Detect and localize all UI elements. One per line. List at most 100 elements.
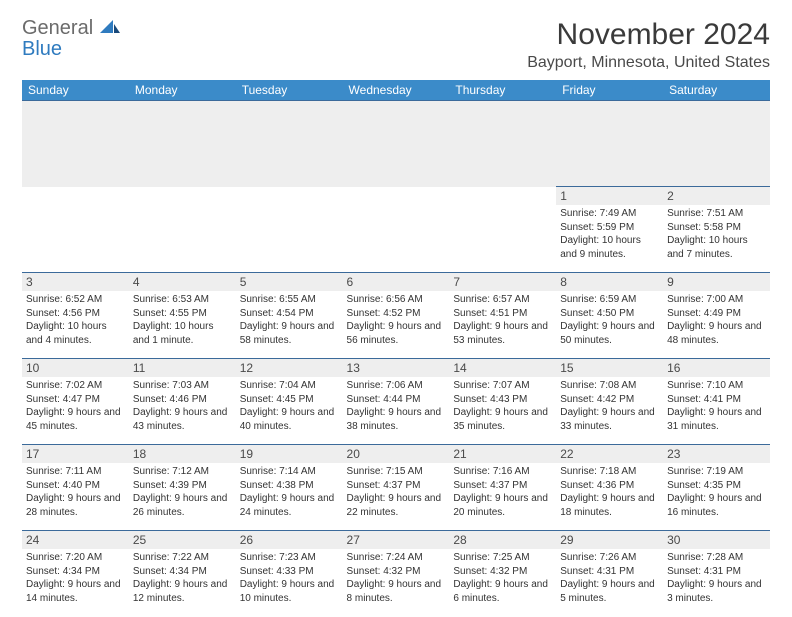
calendar-cell: 16 Sunrise: 7:10 AMSunset: 4:41 PMDayligh… bbox=[663, 359, 770, 445]
sunrise-text: Sunrise: 7:00 AM bbox=[667, 293, 766, 307]
calendar-cell: 22Sunrise: 7:18 AMSunset: 4:36 PMDayligh… bbox=[556, 445, 663, 531]
calendar-row: 1Sunrise: 7:49 AMSunset: 5:59 PMDaylight… bbox=[22, 187, 770, 273]
sunset-text: Sunset: 4:31 PM bbox=[667, 565, 766, 579]
brand-word1: General bbox=[22, 17, 93, 39]
sunset-text: Sunset: 4:39 PM bbox=[133, 479, 232, 493]
sunset-text: Sunset: 4:50 PM bbox=[560, 307, 659, 321]
sunrise-text: Sunrise: 7:10 AM bbox=[667, 379, 766, 393]
sunrise-text: Sunrise: 7:15 AM bbox=[347, 465, 446, 479]
calendar-cell: 7Sunrise: 6:57 AMSunset: 4:51 PMDaylight… bbox=[449, 273, 556, 359]
daylight-text: Daylight: 9 hours and 22 minutes. bbox=[347, 492, 446, 519]
sunrise-text: Sunrise: 7:14 AM bbox=[240, 465, 339, 479]
calendar-cell: 8Sunrise: 6:59 AMSunset: 4:50 PMDaylight… bbox=[556, 273, 663, 359]
sunset-text: Sunset: 4:42 PM bbox=[560, 393, 659, 407]
weekday-header: Sunday bbox=[22, 80, 129, 101]
daylight-text: Daylight: 9 hours and 53 minutes. bbox=[453, 320, 552, 347]
spacer-row bbox=[22, 101, 770, 187]
sunset-text: Sunset: 4:55 PM bbox=[133, 307, 232, 321]
daylight-text: Daylight: 10 hours and 7 minutes. bbox=[667, 234, 766, 261]
sunset-text: Sunset: 4:52 PM bbox=[347, 307, 446, 321]
calendar-body: 1Sunrise: 7:49 AMSunset: 5:59 PMDaylight… bbox=[22, 101, 770, 617]
calendar-cell: 9Sunrise: 7:00 AMSunset: 4:49 PMDaylight… bbox=[663, 273, 770, 359]
sunrise-text: Sunrise: 7:18 AM bbox=[560, 465, 659, 479]
weekday-header: Friday bbox=[556, 80, 663, 101]
daylight-text: Daylight: 9 hours and 50 minutes. bbox=[560, 320, 659, 347]
day-number: 30 bbox=[663, 531, 770, 549]
sunset-text: Sunset: 4:56 PM bbox=[26, 307, 125, 321]
daylight-text: Daylight: 9 hours and 12 minutes. bbox=[133, 578, 232, 605]
sunrise-text: Sunrise: 7:28 AM bbox=[667, 551, 766, 565]
day-number: 15 bbox=[556, 359, 663, 377]
calendar-cell: 15Sunrise: 7:08 AMSunset: 4:42 PMDayligh… bbox=[556, 359, 663, 445]
sunset-text: Sunset: 4:44 PM bbox=[347, 393, 446, 407]
day-number: 24 bbox=[22, 531, 129, 549]
calendar-row: 24Sunrise: 7:20 AMSunset: 4:34 PMDayligh… bbox=[22, 531, 770, 617]
day-number: 18 bbox=[129, 445, 236, 463]
sunset-text: Sunset: 5:58 PM bbox=[667, 221, 766, 235]
calendar-cell: 3 Sunrise: 6:52 AMSunset: 4:56 PMDaylight… bbox=[22, 273, 129, 359]
day-number: 5 bbox=[236, 273, 343, 291]
sunset-text: Sunset: 4:43 PM bbox=[453, 393, 552, 407]
sunset-text: Sunset: 4:37 PM bbox=[347, 479, 446, 493]
day-number: 9 bbox=[663, 273, 770, 291]
sunrise-text: Sunrise: 7:51 AM bbox=[667, 207, 766, 221]
calendar-cell: 1Sunrise: 7:49 AMSunset: 5:59 PMDaylight… bbox=[556, 187, 663, 273]
calendar-table: SundayMondayTuesdayWednesdayThursdayFrid… bbox=[22, 80, 770, 617]
day-number: 26 bbox=[236, 531, 343, 549]
day-number: 22 bbox=[556, 445, 663, 463]
sunset-text: Sunset: 4:54 PM bbox=[240, 307, 339, 321]
day-number: 12 bbox=[236, 359, 343, 377]
daylight-text: Daylight: 9 hours and 5 minutes. bbox=[560, 578, 659, 605]
calendar-cell: 20 Sunrise: 7:15 AMSunset: 4:37 PMDayligh… bbox=[343, 445, 450, 531]
calendar-cell: 26Sunrise: 7:23 AMSunset: 4:33 PMDayligh… bbox=[236, 531, 343, 617]
calendar-row: 10Sunrise: 7:02 AMSunset: 4:47 PMDayligh… bbox=[22, 359, 770, 445]
day-number: 16 bbox=[663, 359, 770, 377]
sunrise-text: Sunrise: 6:57 AM bbox=[453, 293, 552, 307]
sunset-text: Sunset: 4:33 PM bbox=[240, 565, 339, 579]
calendar-cell: 10Sunrise: 7:02 AMSunset: 4:47 PMDayligh… bbox=[22, 359, 129, 445]
calendar-cell: 18Sunrise: 7:12 AMSunset: 4:39 PMDayligh… bbox=[129, 445, 236, 531]
sunset-text: Sunset: 4:49 PM bbox=[667, 307, 766, 321]
day-number: 3 bbox=[22, 273, 129, 291]
sunrise-text: Sunrise: 6:55 AM bbox=[240, 293, 339, 307]
sail-icon bbox=[100, 21, 120, 38]
calendar-cell bbox=[343, 187, 450, 273]
sunset-text: Sunset: 4:36 PM bbox=[560, 479, 659, 493]
daylight-text: Daylight: 9 hours and 31 minutes. bbox=[667, 406, 766, 433]
calendar-cell: 14Sunrise: 7:07 AMSunset: 4:43 PMDayligh… bbox=[449, 359, 556, 445]
sunset-text: Sunset: 4:34 PM bbox=[26, 565, 125, 579]
sunset-text: Sunset: 4:31 PM bbox=[560, 565, 659, 579]
calendar-cell: 12Sunrise: 7:04 AMSunset: 4:45 PMDayligh… bbox=[236, 359, 343, 445]
location-text: Bayport, Minnesota, United States bbox=[527, 54, 770, 72]
weekday-row: SundayMondayTuesdayWednesdayThursdayFrid… bbox=[22, 80, 770, 101]
sunset-text: Sunset: 4:38 PM bbox=[240, 479, 339, 493]
calendar-cell: 4Sunrise: 6:53 AMSunset: 4:55 PMDaylight… bbox=[129, 273, 236, 359]
day-number: 27 bbox=[343, 531, 450, 549]
day-number: 23 bbox=[663, 445, 770, 463]
daylight-text: Daylight: 9 hours and 58 minutes. bbox=[240, 320, 339, 347]
sunrise-text: Sunrise: 7:26 AM bbox=[560, 551, 659, 565]
calendar-cell bbox=[449, 187, 556, 273]
sunset-text: Sunset: 4:45 PM bbox=[240, 393, 339, 407]
sunset-text: Sunset: 5:59 PM bbox=[560, 221, 659, 235]
day-number: 4 bbox=[129, 273, 236, 291]
sunrise-text: Sunrise: 7:24 AM bbox=[347, 551, 446, 565]
calendar-row: 17Sunrise: 7:11 AMSunset: 4:40 PMDayligh… bbox=[22, 445, 770, 531]
calendar-cell: 11Sunrise: 7:03 AMSunset: 4:46 PMDayligh… bbox=[129, 359, 236, 445]
daylight-text: Daylight: 10 hours and 4 minutes. bbox=[26, 320, 125, 347]
day-number: 20 bbox=[343, 445, 450, 463]
daylight-text: Daylight: 9 hours and 35 minutes. bbox=[453, 406, 552, 433]
calendar-cell: 30 Sunrise: 7:28 AMSunset: 4:31 PMDayligh… bbox=[663, 531, 770, 617]
sunset-text: Sunset: 4:41 PM bbox=[667, 393, 766, 407]
sunrise-text: Sunrise: 6:53 AM bbox=[133, 293, 232, 307]
weekday-header: Thursday bbox=[449, 80, 556, 101]
calendar-cell: 23Sunrise: 7:19 AMSunset: 4:35 PMDayligh… bbox=[663, 445, 770, 531]
sunset-text: Sunset: 4:40 PM bbox=[26, 479, 125, 493]
daylight-text: Daylight: 10 hours and 9 minutes. bbox=[560, 234, 659, 261]
sunrise-text: Sunrise: 7:22 AM bbox=[133, 551, 232, 565]
day-number: 6 bbox=[343, 273, 450, 291]
sunrise-text: Sunrise: 7:12 AM bbox=[133, 465, 232, 479]
sunrise-text: Sunrise: 6:52 AM bbox=[26, 293, 125, 307]
calendar-cell: 6Sunrise: 6:56 AMSunset: 4:52 PMDaylight… bbox=[343, 273, 450, 359]
daylight-text: Daylight: 9 hours and 3 minutes. bbox=[667, 578, 766, 605]
